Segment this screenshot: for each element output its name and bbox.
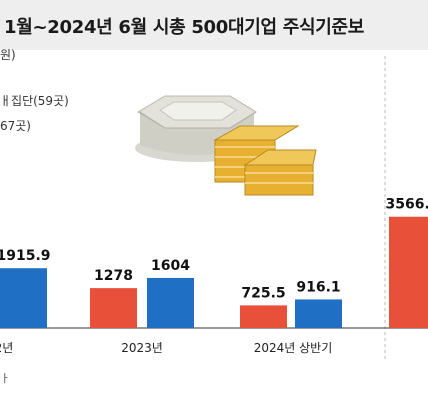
data-label-others-2: 916.1 — [296, 279, 340, 295]
money-stacks-icon — [213, 125, 317, 196]
legend-entry-affiliates: ㅐ집단(59곳) — [0, 94, 69, 108]
bar-others-0 — [0, 268, 47, 328]
data-label-affiliates-3: 3566.2 — [385, 197, 428, 213]
legend-entry-others: 67곳) — [0, 119, 31, 133]
unit-label: 원) — [0, 48, 16, 62]
chart-title: 1월~2024년 6월 시총 500대기업 주식기준보 — [4, 17, 365, 38]
data-label-others-0: 1915.9 — [0, 248, 51, 264]
x-tick-label-0: 2년 — [0, 341, 13, 355]
bar-others-2 — [295, 299, 342, 328]
source-note: ㅏ — [0, 372, 11, 385]
x-tick-label-2: 2024년 상반기 — [254, 341, 333, 355]
bar-affiliates-3 — [389, 216, 428, 328]
chart-header: 1월~2024년 6월 시총 500대기업 주식기준보 — [0, 0, 428, 50]
bar-affiliates-2 — [240, 305, 287, 328]
decorative-illustration — [135, 95, 317, 196]
plot-area: 1915.9 2년 1278 1604 2023년 725.5 916.1 2024년 상반기… — [0, 197, 428, 355]
bar-affiliates-1 — [90, 288, 137, 328]
x-tick-label-1: 2023년 — [121, 341, 163, 355]
bar-others-1 — [147, 277, 194, 328]
data-label-others-1: 1604 — [151, 258, 190, 274]
data-label-affiliates-2: 725.5 — [241, 285, 285, 301]
data-label-affiliates-1: 1278 — [94, 268, 133, 284]
